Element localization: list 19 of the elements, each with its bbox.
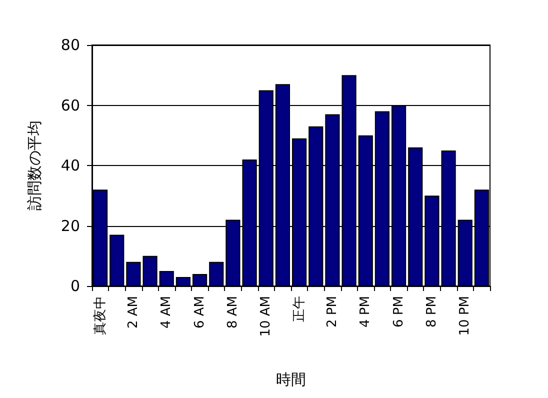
y-tick-label: 60 xyxy=(60,96,80,114)
x-tick-label: 4 AM xyxy=(159,296,174,329)
x-tick-label: 8 PM xyxy=(424,296,440,328)
x-tick-label: 4 PM xyxy=(358,296,374,328)
x-tick-label: 10 PM xyxy=(458,296,473,336)
x-tick-label: 6 AM xyxy=(192,296,208,329)
y-tick-label: 80 xyxy=(60,36,80,54)
x-tick-label: 正午 xyxy=(292,296,307,322)
x-tick-label: 真夜中 xyxy=(92,296,108,335)
x-tick-label: 6 PM xyxy=(391,296,406,328)
x-tick-label: 10 AM xyxy=(258,296,274,337)
y-tick-label: 0 xyxy=(70,277,80,295)
x-tick-label: 2 PM xyxy=(324,296,340,328)
x-axis-title: 時間 xyxy=(276,370,306,388)
x-tick-label: 8 AM xyxy=(225,296,240,329)
x-tick-label: 2 AM xyxy=(126,296,141,329)
y-axis-title: 訪問数の平均 xyxy=(26,120,44,210)
y-tick-label: 40 xyxy=(60,156,80,174)
y-tick-label: 20 xyxy=(60,216,80,235)
